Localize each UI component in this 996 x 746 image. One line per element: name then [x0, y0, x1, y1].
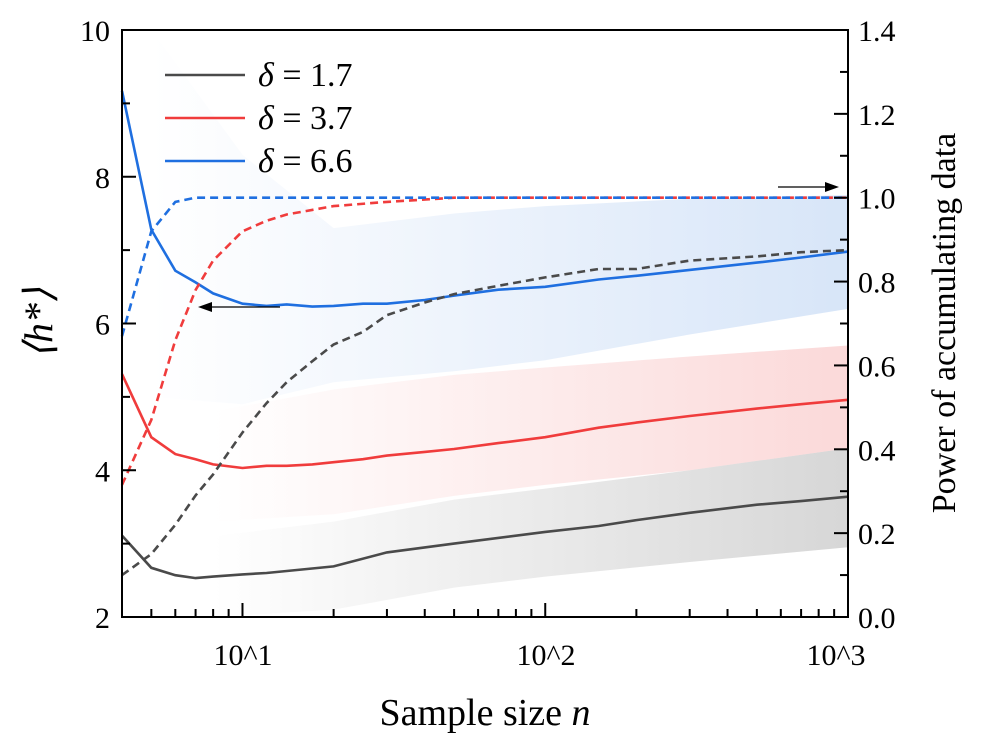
arrow-right-annotation: [778, 182, 839, 192]
x-axis-label: Sample size n: [379, 692, 590, 734]
h-line-1: [120, 373, 849, 470]
y-right-tick-label: 0.2: [858, 518, 896, 551]
y-right-tick-label: 1.4: [858, 15, 896, 48]
y-left-tick-label: 6: [95, 309, 110, 342]
y-right-tick-label: 0.0: [858, 602, 896, 635]
x-tick-label-1000: 10^3: [806, 639, 865, 672]
y-right-tick-label: 0.4: [858, 434, 896, 467]
confidence-band-1: [213, 345, 849, 522]
x-tick-label-100: 10^2: [516, 639, 575, 672]
legend-label: δ = 6.6: [258, 143, 353, 180]
h-line-0: [121, 495, 849, 580]
x-tick-label-10: 10^1: [213, 639, 272, 672]
y-right-tick-label: 1.0: [858, 183, 896, 216]
y-axis-left-label: ⟨h*⟩: [16, 287, 61, 359]
h-line-2: [120, 90, 849, 308]
y-left-tick-label: 10: [80, 15, 110, 48]
legend-label: δ = 3.7: [258, 100, 353, 137]
legend-label: δ = 1.7: [258, 57, 353, 94]
y-axis-right-label: Power of accumulating data: [926, 133, 963, 513]
confidence-band-2: [151, 30, 849, 405]
y-left-tick-label: 4: [95, 455, 110, 488]
legend: δ = 1.7 δ = 3.7 δ = 6.6: [165, 57, 353, 180]
y-right-tick-label: 1.2: [858, 99, 896, 132]
power-line-3: [121, 248, 849, 577]
y-left-tick-label: 2: [95, 602, 110, 635]
power-line-4: [120, 196, 848, 486]
y-right-tick-label: 0.8: [858, 267, 896, 300]
y-right-tick-label: 0.6: [858, 350, 896, 383]
power-line-5: [120, 196, 848, 337]
arrow-left-annotation: [198, 302, 280, 312]
y-left-tick-label: 8: [95, 162, 110, 195]
